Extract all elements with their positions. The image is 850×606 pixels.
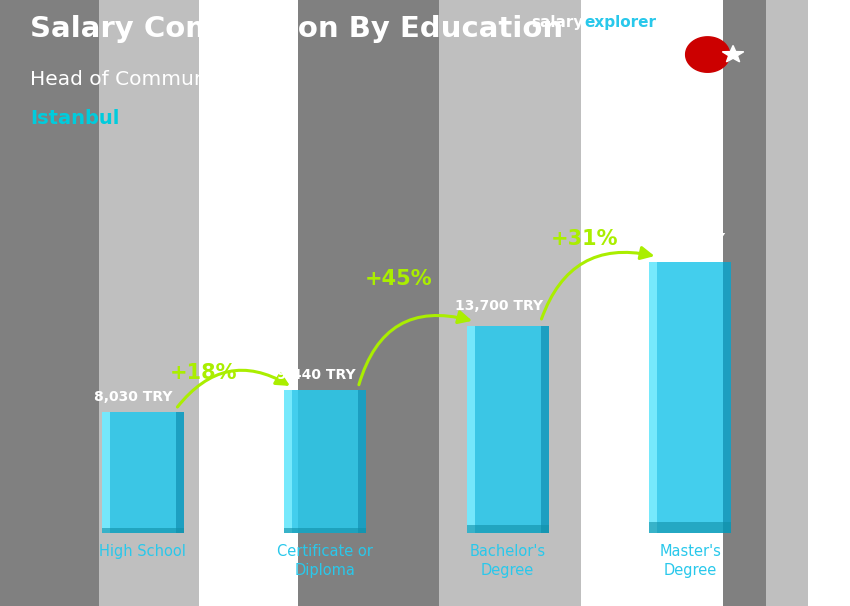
Bar <box>649 262 731 533</box>
Polygon shape <box>665 31 723 78</box>
Bar <box>102 411 184 533</box>
Text: 13,700 TRY: 13,700 TRY <box>455 299 542 313</box>
Text: Head of Communications: Head of Communications <box>30 70 285 88</box>
Bar <box>649 262 657 533</box>
Text: Average Monthly Salary: Average Monthly Salary <box>834 314 844 438</box>
Bar <box>541 325 549 533</box>
Bar <box>467 525 549 533</box>
Bar <box>102 528 184 533</box>
Polygon shape <box>686 37 729 72</box>
Bar <box>284 390 292 533</box>
Text: explorer: explorer <box>585 15 657 30</box>
Text: salary: salary <box>531 15 584 30</box>
Text: .com: .com <box>651 15 692 30</box>
Bar <box>284 390 366 533</box>
Text: 8,030 TRY: 8,030 TRY <box>94 390 173 404</box>
Bar <box>467 325 475 533</box>
Text: +45%: +45% <box>365 268 432 288</box>
Polygon shape <box>722 45 744 62</box>
Bar <box>102 411 110 533</box>
Bar <box>176 411 184 533</box>
Bar <box>723 262 731 533</box>
Text: Salary Comparison By Education: Salary Comparison By Education <box>30 15 563 43</box>
Text: Istanbul: Istanbul <box>30 109 119 128</box>
Bar <box>649 522 731 533</box>
Text: +18%: +18% <box>169 363 237 383</box>
Bar <box>358 390 366 533</box>
Text: +31%: +31% <box>551 228 618 248</box>
Bar <box>284 528 366 533</box>
Text: 17,900 TRY: 17,900 TRY <box>637 232 725 246</box>
Text: 9,440 TRY: 9,440 TRY <box>277 368 355 382</box>
Bar <box>467 325 549 533</box>
